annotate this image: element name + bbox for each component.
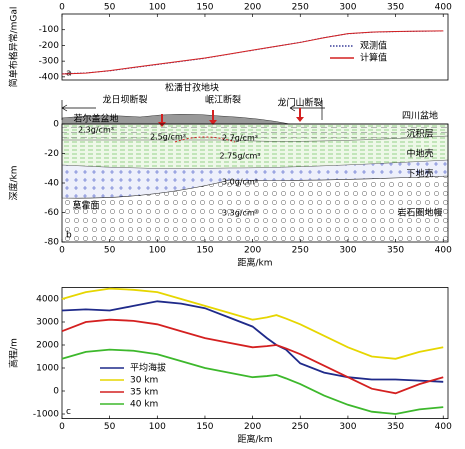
x-tick-label: 100 (149, 246, 166, 256)
density-label: 2.7g/cm³ (222, 134, 258, 143)
x-tick-label: 300 (339, 246, 356, 256)
y-axis-label: 高程/m (8, 338, 20, 368)
x-tick-label: 50 (104, 246, 116, 256)
unit-label: 下地壳 (406, 168, 433, 180)
series-line (61, 287, 444, 360)
x-tick-label: 350 (387, 3, 404, 13)
x-tick-label: 100 (149, 3, 166, 13)
basin-label: 若尔盖盆地 (73, 113, 118, 125)
x-tick-label: 250 (292, 246, 309, 256)
density-label: 2.75g/cm³ (220, 152, 261, 161)
panel-label: c (66, 407, 71, 417)
x-tick-label: 50 (104, 3, 116, 13)
series-line (61, 30, 444, 75)
panel-label: b (66, 231, 72, 241)
legend-label: 30 km (130, 376, 158, 386)
legend-label: 35 km (130, 388, 158, 398)
y-tick-label: 3000 (36, 318, 59, 328)
y-tick-label: -400 (39, 72, 60, 82)
x-tick-label: 300 (339, 422, 356, 432)
y-tick-label: 2000 (36, 341, 59, 351)
density-label: 2.3g/cm³ (78, 126, 114, 135)
y-tick-label: 0 (53, 120, 59, 130)
density-label: 3.3g/cm³ (222, 209, 258, 218)
y-axis-label: 简单布格异常/mGal (8, 7, 20, 88)
unit-label: 岩石圈地幔 (397, 207, 442, 219)
y-tick-label: 4000 (36, 295, 59, 305)
series-line (61, 348, 444, 415)
unit-label: 中地壳 (406, 148, 433, 160)
y-axis-label: 深度/km (8, 165, 20, 200)
series-line (61, 30, 444, 75)
fault-label: 龙日坝断裂 (102, 94, 147, 106)
x-tick-label: 150 (196, 3, 213, 13)
legend-label: 40 km (130, 400, 158, 410)
series-line (61, 318, 444, 395)
density-label: 3.0g/cm³ (222, 178, 258, 187)
plot-frame (61, 287, 449, 420)
y-tick-label: -40 (44, 179, 59, 189)
y-tick-label: -100 (39, 25, 60, 35)
x-tick-label: 0 (59, 3, 65, 13)
x-tick-label: 150 (196, 246, 213, 256)
fault-label: 龙门山断裂 (277, 97, 322, 109)
y-tick-label: -1000 (33, 410, 59, 420)
block-label: 松潘甘孜地块 (165, 82, 219, 94)
x-tick-label: 400 (435, 3, 452, 13)
x-tick-label: 200 (244, 3, 261, 13)
x-tick-label: 400 (435, 246, 452, 256)
y-tick-label: 0 (53, 387, 59, 397)
density-label: 2.5g/cm³ (150, 133, 186, 142)
x-tick-label: 100 (149, 422, 166, 432)
y-tick-label: -200 (39, 41, 60, 51)
x-axis-label: 距离/km (237, 433, 272, 445)
x-tick-label: 0 (59, 422, 65, 432)
y-tick-label: -20 (44, 149, 59, 159)
x-tick-label: 300 (339, 3, 356, 13)
x-tick-label: 50 (104, 422, 116, 432)
legend-label: 观测值 (360, 40, 387, 52)
panel-b-layers (61, 100, 449, 242)
x-tick-label: 0 (59, 246, 65, 256)
series-line (61, 300, 444, 383)
x-tick-label: 400 (435, 422, 452, 432)
moho-label: 莫霍面 (72, 200, 99, 212)
legend-label: 计算值 (360, 52, 387, 64)
x-tick-label: 150 (196, 422, 213, 432)
y-tick-label: -300 (39, 57, 60, 67)
x-tick-label: 250 (292, 3, 309, 13)
x-tick-label: 200 (244, 246, 261, 256)
unit-label: 沉积层 (406, 128, 433, 140)
y-tick-label: 1000 (36, 364, 59, 374)
y-tick-label: -60 (44, 208, 59, 218)
x-tick-label: 200 (244, 422, 261, 432)
x-tick-label: 350 (387, 246, 404, 256)
x-axis-label: 距离/km (237, 257, 272, 269)
x-tick-label: 250 (292, 422, 309, 432)
plot-frame (61, 13, 449, 81)
fault-label: 岷江断裂 (205, 94, 241, 106)
basin-label: 四川盆地 (402, 110, 438, 122)
y-tick-label: -80 (44, 238, 59, 248)
legend-label: 平均海拔 (130, 362, 166, 374)
x-tick-label: 350 (387, 422, 404, 432)
